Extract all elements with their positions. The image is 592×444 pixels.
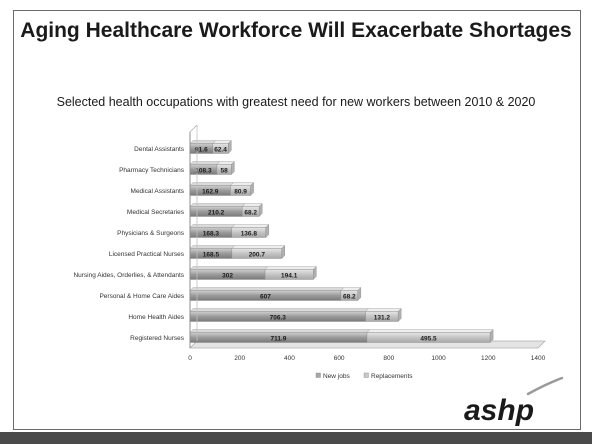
- category-label: Pharmacy Technicians: [119, 167, 185, 174]
- data-label-replacements: 68.2: [343, 293, 356, 300]
- bar-top-replacements: [231, 224, 270, 228]
- category-label: Nursing Aides, Orderlies, & Attendants: [73, 272, 184, 279]
- x-tick-label: 1000: [431, 355, 446, 362]
- data-label-new-jobs: 168.5: [203, 251, 220, 258]
- bar-top-replacements: [230, 182, 255, 186]
- bar-end-cap: [281, 245, 285, 259]
- bar-top-replacements: [365, 308, 402, 312]
- data-label-new-jobs: 706.3: [270, 314, 287, 321]
- bar-end-cap: [357, 287, 362, 301]
- bar-top-new-jobs: [189, 140, 217, 144]
- category-label: Personal & Home Care Aides: [99, 293, 184, 300]
- x-tick-label: 1200: [481, 355, 496, 362]
- data-label-new-jobs: 607: [260, 293, 271, 300]
- bar-top-new-jobs: [189, 329, 371, 333]
- data-label-replacements: 62.4: [214, 146, 227, 153]
- data-label-new-jobs: 168.3: [203, 230, 220, 237]
- category-label: Home Health Aides: [128, 314, 184, 321]
- data-label-new-jobs: 108.3: [195, 167, 212, 174]
- data-label-new-jobs: 91.6: [195, 146, 208, 153]
- category-label: Medical Assistants: [131, 188, 185, 195]
- data-label-replacements: 68.2: [244, 209, 257, 216]
- x-tick-label: 0: [188, 355, 192, 362]
- bar-end-cap: [489, 329, 494, 343]
- bar-top-replacements: [264, 266, 317, 270]
- bar-top-new-jobs: [189, 182, 234, 186]
- bar-top-new-jobs: [189, 287, 345, 291]
- x-tick-label: 800: [383, 355, 394, 362]
- data-label-new-jobs: 210.2: [208, 209, 225, 216]
- bar-end-cap: [397, 308, 402, 322]
- bar-end-cap: [250, 182, 254, 196]
- bar-end-cap: [265, 224, 270, 238]
- bar-top-new-jobs: [189, 308, 370, 312]
- data-label-replacements: 80.9: [234, 188, 247, 195]
- x-tick-label: 400: [284, 355, 295, 362]
- slide-title: Aging Healthcare Workforce Will Exacerba…: [20, 19, 572, 42]
- data-label-replacements: 194.1: [281, 272, 298, 279]
- svg-text:ashp: ashp: [464, 394, 534, 426]
- bar-end-cap: [231, 161, 235, 175]
- data-label-replacements: 131.2: [374, 314, 391, 321]
- legend-label-replacements: Replacements: [371, 373, 413, 380]
- footer-bar: [0, 432, 592, 444]
- category-label: Physicians & Surgeons: [117, 230, 185, 237]
- legend-swatch-new-jobs: [315, 372, 321, 378]
- bar-top-replacements: [241, 203, 263, 207]
- category-label: Licensed Practical Nurses: [109, 251, 185, 258]
- category-label: Registered Nurses: [130, 335, 185, 342]
- data-label-replacements: 58: [221, 167, 229, 174]
- ashp-logo: ashp: [464, 376, 564, 426]
- bar-end-cap: [259, 203, 263, 217]
- data-label-replacements: 200.7: [249, 251, 266, 258]
- x-tick-label: 200: [234, 355, 245, 362]
- data-label-new-jobs: 711.9: [271, 335, 287, 342]
- slide-frame: [13, 10, 581, 430]
- legend-label-new-jobs: New jobs: [323, 373, 350, 380]
- x-tick-label: 1400: [531, 355, 546, 362]
- data-label-replacements: 495.5: [420, 335, 437, 342]
- x-tick-label: 600: [334, 355, 345, 362]
- slide-subtitle: Selected health occupations with greates…: [56, 95, 536, 109]
- category-label: Medical Secretaries: [127, 209, 185, 216]
- data-label-new-jobs: 162.9: [202, 188, 219, 195]
- bar-end-cap: [228, 140, 232, 154]
- data-label-new-jobs: 302: [222, 272, 233, 279]
- bar-top-new-jobs: [189, 161, 221, 165]
- data-label-replacements: 136.8: [241, 230, 258, 237]
- bar-top-new-jobs: [189, 266, 269, 270]
- bar-top-replacements: [366, 329, 494, 333]
- bar-end-cap: [313, 266, 317, 280]
- bar-top-replacements: [340, 287, 362, 291]
- bar-top-new-jobs: [189, 203, 246, 207]
- bar-top-replacements: [231, 245, 286, 249]
- y-axis-depth-line: [189, 124, 198, 133]
- category-label: Dental Assistants: [134, 146, 185, 153]
- legend-swatch-replacements: [363, 372, 369, 378]
- chart-floor: [189, 340, 546, 349]
